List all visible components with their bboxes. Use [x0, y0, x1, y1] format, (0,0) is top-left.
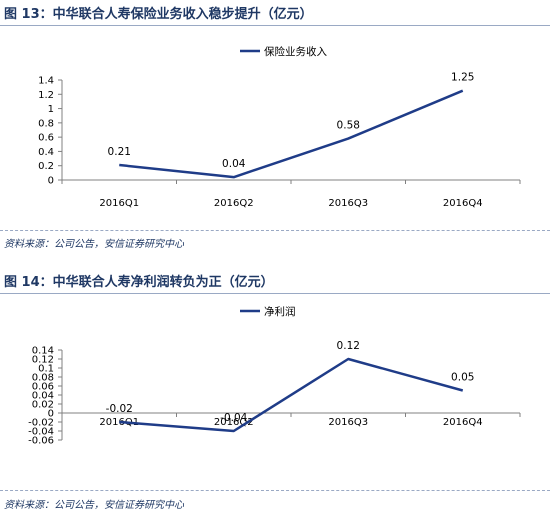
figure-14-source-rule	[0, 490, 550, 491]
x-tick-label: 2016Q2	[214, 417, 254, 428]
y-tick-label: 1.2	[38, 90, 54, 101]
series-line	[119, 89, 464, 179]
net-profit-line-chart: -0.06-0.04-0.0200.020.040.060.080.10.120…	[28, 305, 521, 447]
y-tick-label: 0.06	[32, 382, 54, 393]
y-tick-label: -0.02	[28, 418, 54, 429]
x-tick-label: 2016Q2	[214, 198, 254, 209]
figure-14-source: 资料来源：公司公告，安信证券研究中心	[4, 500, 184, 511]
revenue-line-chart: 0 0.2 0.4 0.6 0.8 1 1.2 1.4 2016Q1 2016Q2 2016Q3 20…	[38, 45, 521, 209]
y-tick-label: 0.14	[32, 346, 54, 357]
y-tick-label: 0.8	[38, 118, 54, 129]
figure-13-title: 图 13：中华联合人寿保险业务收入稳步提升（亿元）	[0, 4, 550, 26]
figure-13-source: 资料来源：公司公告，安信证券研究中心	[4, 239, 184, 250]
figure-13-source-rule	[0, 230, 550, 231]
y-tick-label: 0.6	[38, 133, 54, 144]
series-line	[119, 357, 464, 433]
y-tick-label: -0.04	[28, 427, 54, 438]
x-tick-label: 2016Q1	[99, 198, 139, 209]
y-tick-label: -0.06	[28, 436, 54, 447]
legend-label: 净利润	[264, 305, 296, 318]
data-label: -0.02	[106, 403, 133, 415]
data-label: 0.58	[337, 120, 360, 132]
x-tick-label: 2016Q3	[328, 417, 368, 428]
y-tick-label: 1.4	[38, 76, 54, 87]
y-tick-label: 0.02	[32, 400, 54, 411]
y-tick-label: 1	[48, 104, 54, 115]
data-label: 1.25	[451, 72, 474, 84]
x-tick-label: 2016Q4	[443, 417, 483, 428]
y-tick-label: 0.08	[32, 373, 54, 384]
data-label: -0.04	[220, 412, 247, 424]
y-tick-label: 0	[48, 176, 54, 187]
y-tick-label: 0.12	[32, 355, 54, 366]
y-tick-label: 0.04	[32, 391, 54, 402]
y-tick-label: 0.4	[38, 147, 54, 158]
x-tick-label: 2016Q4	[443, 198, 483, 209]
figure-14-title: 图 14：中华联合人寿净利润转负为正（亿元）	[0, 272, 550, 294]
y-tick-label: 0.2	[38, 161, 54, 172]
legend-label: 保险业务收入	[264, 45, 327, 58]
data-label: 0.05	[451, 372, 474, 384]
y-tick-label: 0.1	[38, 364, 54, 375]
data-label: 0.04	[222, 158, 246, 170]
x-tick-label: 2016Q3	[328, 198, 368, 209]
data-label: 0.12	[337, 340, 360, 352]
y-tick-label: 0	[48, 409, 54, 420]
data-label: 0.21	[108, 146, 131, 158]
